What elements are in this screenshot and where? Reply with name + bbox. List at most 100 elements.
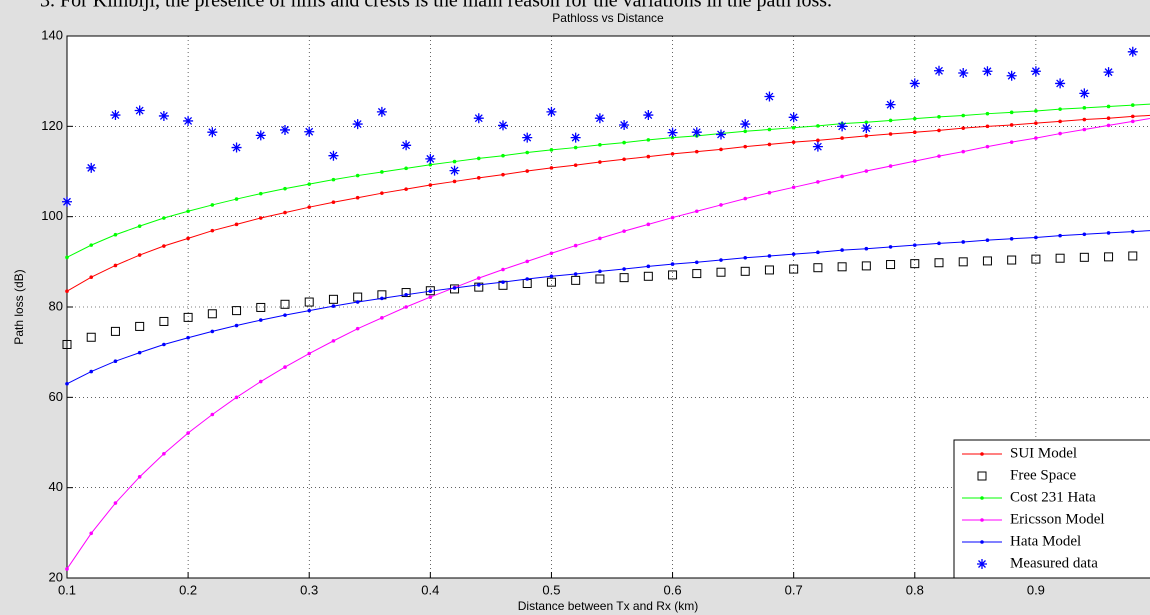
square-marker <box>232 306 242 316</box>
dot-marker <box>743 144 748 149</box>
star-marker <box>1103 67 1114 78</box>
dot-marker <box>162 244 166 248</box>
dot-marker <box>912 159 917 163</box>
star-marker <box>207 127 218 138</box>
dot-marker <box>816 138 820 143</box>
dot-marker <box>549 274 554 279</box>
star-marker <box>473 113 484 124</box>
dot-marker <box>1058 233 1062 238</box>
square-marker <box>1128 251 1138 261</box>
dot-marker <box>1034 121 1038 125</box>
dot-marker <box>137 350 142 355</box>
star-marker <box>885 99 896 110</box>
dot-marker <box>791 252 796 256</box>
dot-marker <box>1130 114 1135 119</box>
dot-marker <box>670 152 675 156</box>
dot-marker <box>380 296 384 301</box>
x-tick-label: 0.5 <box>542 582 560 597</box>
dot-marker <box>1106 231 1111 235</box>
dot-marker <box>307 205 312 209</box>
square-marker <box>207 309 217 319</box>
dot-marker <box>719 147 723 152</box>
dot-marker <box>186 209 190 214</box>
dot-marker <box>1034 109 1038 113</box>
square-marker <box>571 275 581 285</box>
dot-marker <box>428 162 433 167</box>
square-marker <box>886 260 896 270</box>
dot-marker <box>719 258 723 262</box>
square-marker <box>643 271 653 281</box>
square-marker <box>910 259 920 269</box>
dot-marker <box>888 118 893 123</box>
dot-marker <box>65 381 69 386</box>
dot-marker <box>622 229 626 233</box>
dot-marker <box>670 215 675 220</box>
dot-marker <box>307 351 312 356</box>
dot-marker <box>162 342 166 347</box>
dot-marker <box>258 379 263 384</box>
y-axis-label: Path loss (dB) <box>12 269 26 344</box>
star-marker <box>1006 70 1017 81</box>
square-marker <box>1007 255 1017 265</box>
dot-marker <box>888 245 893 249</box>
dot-marker <box>404 293 408 297</box>
dot-marker <box>791 185 796 190</box>
dot-marker <box>331 177 336 182</box>
dot-marker <box>404 187 408 191</box>
caption: 3. For Kimbiji, the presence of hills an… <box>40 0 832 12</box>
dot-marker <box>1130 103 1135 107</box>
dot-marker <box>888 164 893 168</box>
star-marker <box>231 142 242 153</box>
star-marker <box>449 165 460 176</box>
x-axis-label: Distance between Tx and Rx (km) <box>518 599 699 613</box>
dot-marker <box>258 318 263 322</box>
series-line <box>66 103 1150 258</box>
square-marker <box>958 257 968 267</box>
star-marker <box>812 141 823 152</box>
x-tick-label: 0.1 <box>58 582 76 597</box>
dot-marker <box>1034 235 1038 240</box>
star-marker <box>255 130 266 141</box>
star-marker <box>86 162 97 173</box>
star-marker <box>328 150 339 161</box>
dot-marker <box>622 140 626 145</box>
dot-marker <box>380 191 384 195</box>
star-marker <box>1055 78 1066 89</box>
dot-marker <box>937 154 941 158</box>
dot-marker <box>355 173 360 178</box>
dot-marker <box>1130 229 1135 234</box>
x-tick-label: 0.2 <box>179 582 197 597</box>
square-marker <box>789 264 799 274</box>
y-tick-label: 140 <box>41 27 63 42</box>
star-marker <box>861 123 872 134</box>
square-marker <box>86 332 96 342</box>
dot-marker <box>573 243 578 248</box>
dot-marker <box>1082 232 1087 237</box>
x-tick-label: 0.7 <box>785 582 803 597</box>
square-marker <box>861 261 871 271</box>
dot-marker <box>646 138 651 142</box>
star-marker <box>909 78 920 89</box>
legend-label: SUI Model <box>1010 445 1077 461</box>
dot-marker <box>912 116 917 121</box>
y-tick-label: 80 <box>49 298 63 313</box>
dot-marker <box>985 124 990 129</box>
dot-marker <box>162 216 166 220</box>
square-marker <box>1031 254 1041 264</box>
star-marker <box>619 119 630 130</box>
star-marker <box>522 132 533 143</box>
dot-marker <box>452 159 457 164</box>
dot-marker <box>888 132 893 136</box>
dot-marker <box>767 190 772 195</box>
dot-marker <box>234 222 239 227</box>
star-marker <box>716 129 726 140</box>
dot-marker <box>210 329 215 334</box>
square-marker <box>692 269 702 279</box>
y-tick-label: 20 <box>49 569 63 584</box>
dot-marker <box>840 136 844 140</box>
dot-marker <box>234 323 239 328</box>
dot-marker <box>355 195 360 200</box>
dot-marker <box>912 130 917 135</box>
